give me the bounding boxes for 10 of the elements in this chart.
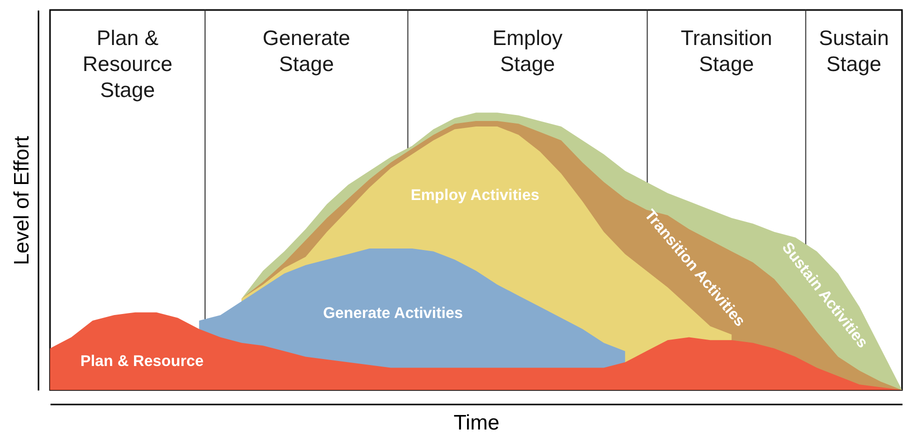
text: Sustain Stage xyxy=(818,27,889,76)
y-axis-title: Level of Effort xyxy=(10,136,34,266)
text: Employ Stage xyxy=(492,27,564,76)
text: Plan & Resource Stage xyxy=(82,27,172,102)
text: Generate Stage xyxy=(262,27,350,76)
series-label: Plan & Resource xyxy=(80,353,204,370)
series-label: Employ Activities xyxy=(410,187,540,204)
series-label: Generate Activities xyxy=(323,305,463,322)
text: Transition Stage xyxy=(680,27,772,76)
x-axis-title: Time xyxy=(454,412,500,434)
